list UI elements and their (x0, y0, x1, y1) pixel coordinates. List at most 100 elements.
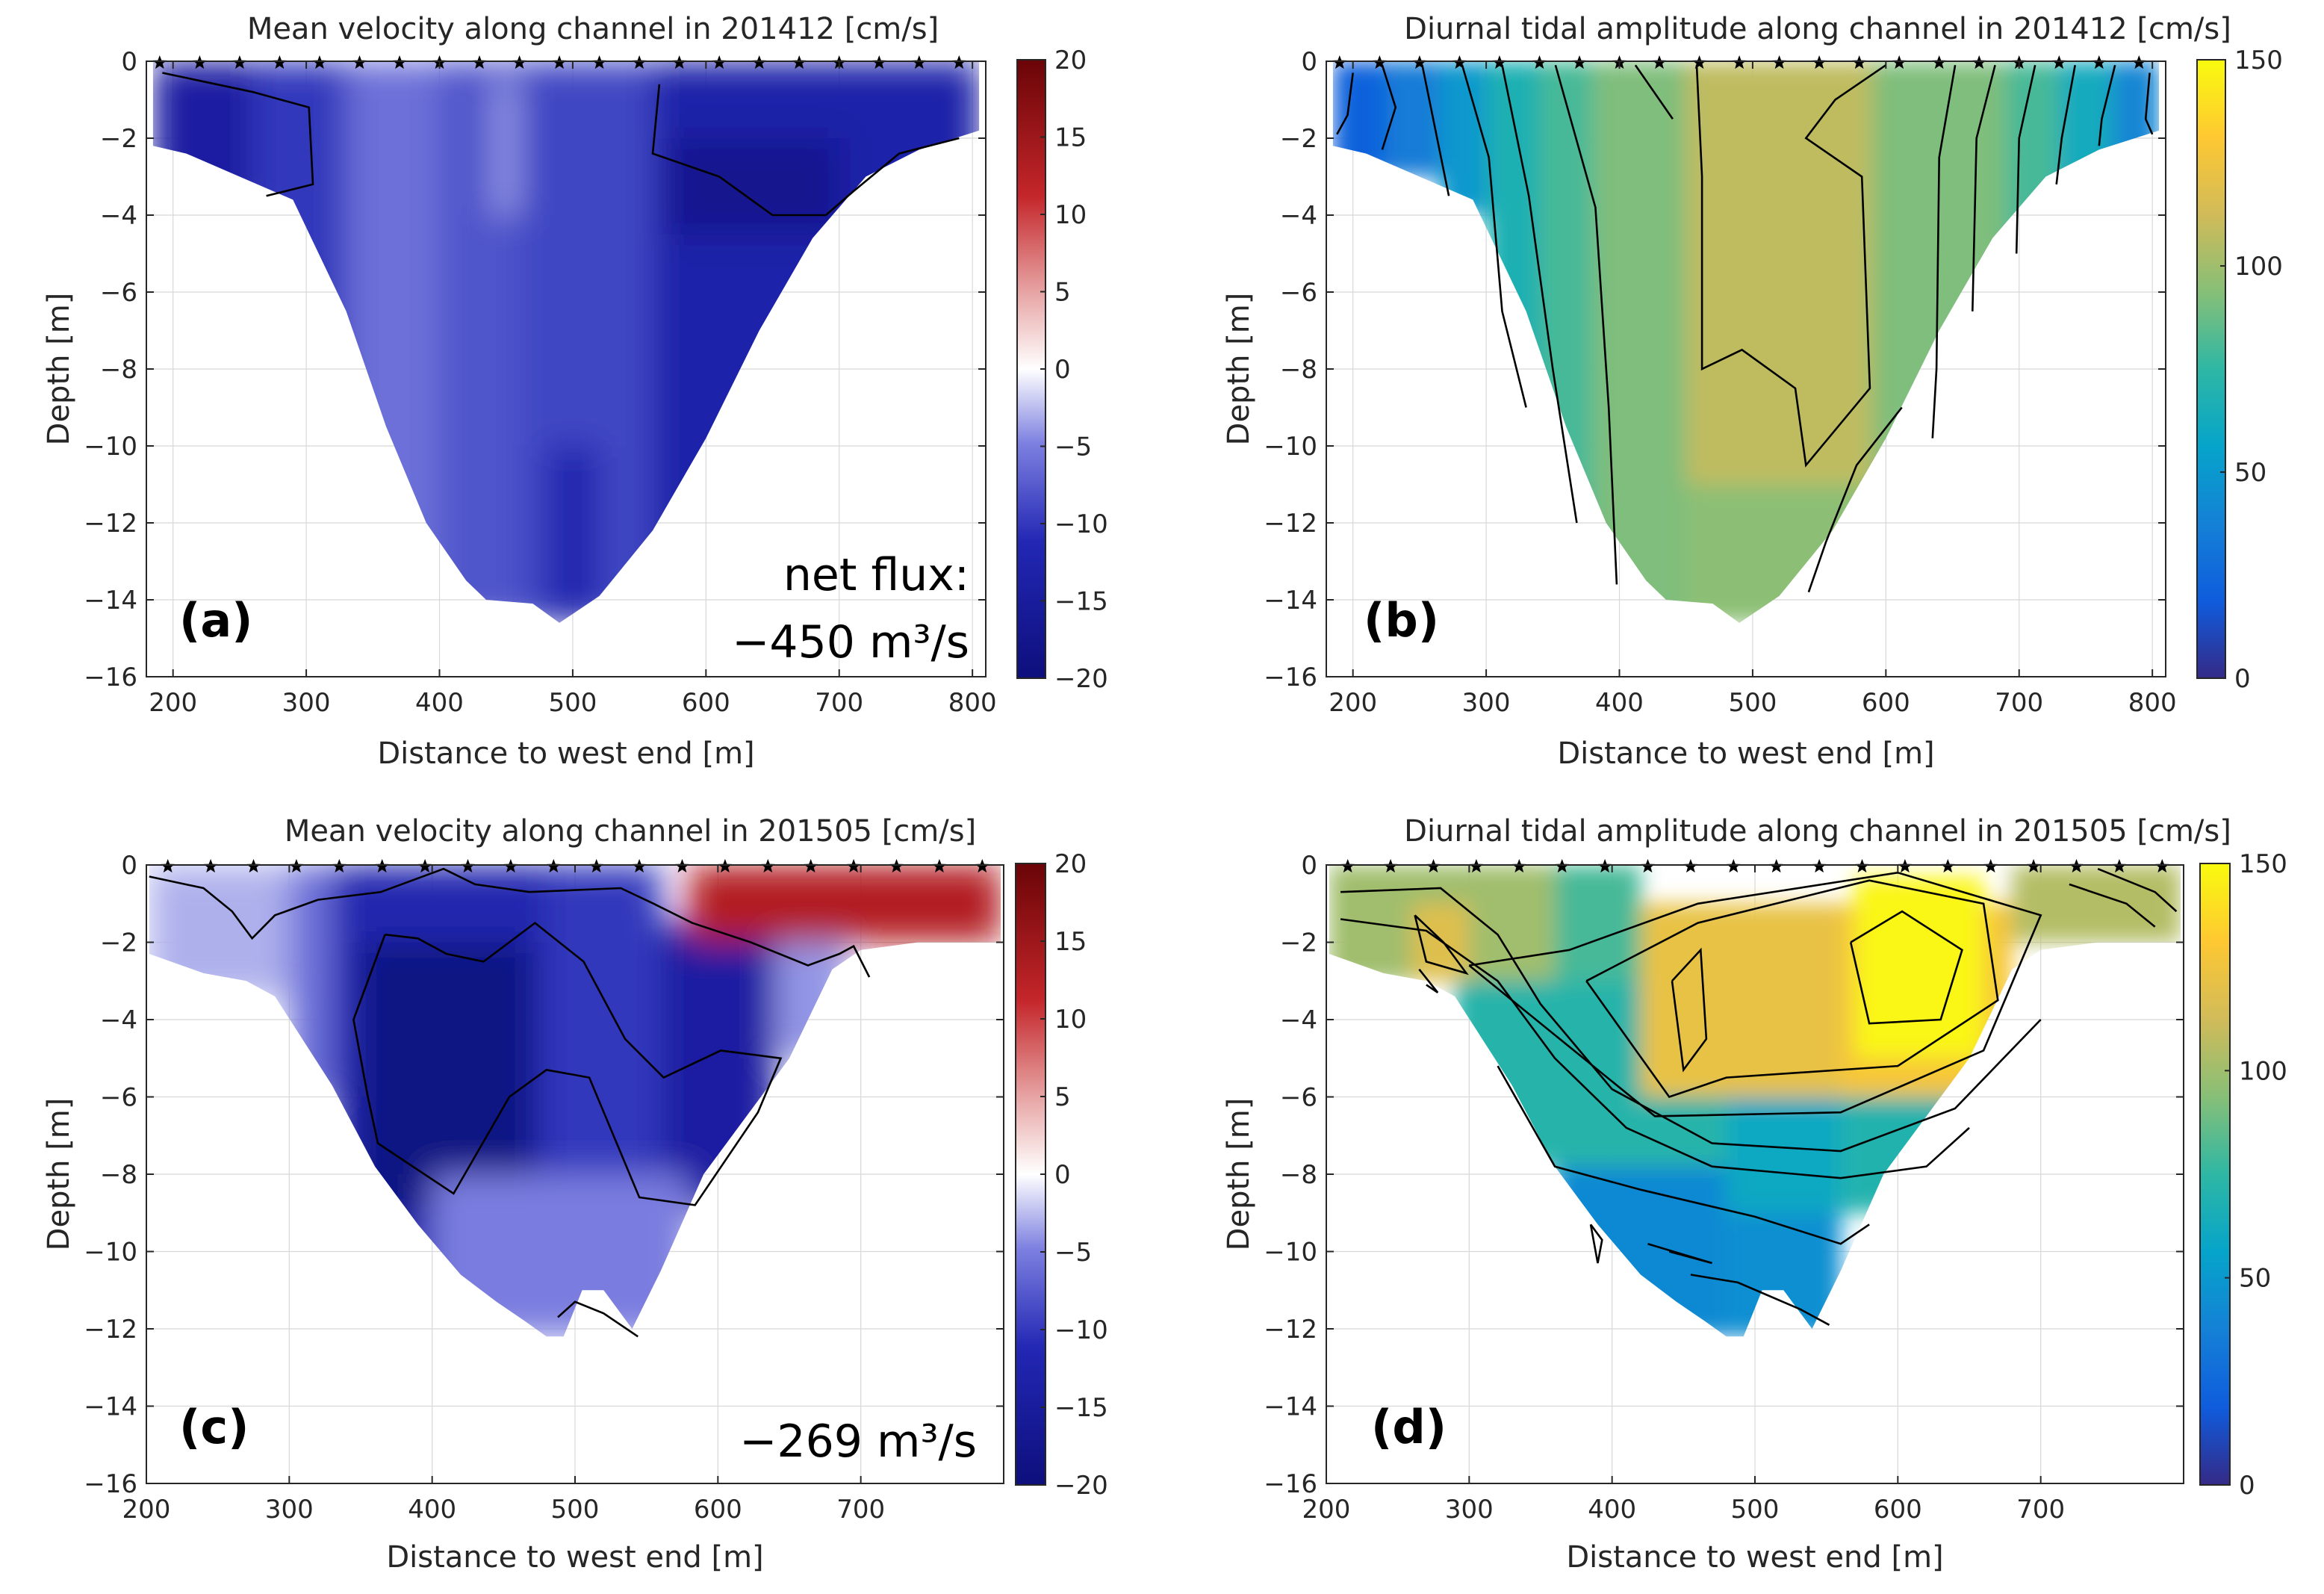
panel-d-colorbar (2199, 863, 2231, 1486)
station-marker (912, 55, 927, 69)
panel-c-field (149, 865, 1001, 1337)
colorbar-tick-label: −5 (1054, 1238, 1092, 1268)
station-marker (760, 859, 775, 873)
y-tick-label: −8 (1280, 1160, 1317, 1190)
panel-a-contours (162, 72, 960, 217)
x-tick-label: 300 (282, 688, 331, 718)
colorbar-tick-label: 0 (2234, 664, 2251, 694)
panel-d-contours (1340, 867, 2178, 1326)
contour-line (1690, 1274, 1830, 1326)
field-cell (149, 865, 290, 996)
contour-line (2097, 867, 2178, 913)
station-marker (1641, 859, 1655, 873)
colorbar-tick-label: 0 (1054, 1160, 1071, 1190)
field-cell (152, 61, 253, 215)
field-cell (252, 61, 347, 623)
panel-a-label: (a) (179, 593, 253, 648)
colorbar-tick-label: −10 (1054, 509, 1108, 539)
panel-c-label: (c) (179, 1400, 249, 1454)
contour-line (1461, 64, 1527, 408)
y-tick-label: −12 (84, 1315, 137, 1345)
station-marker (1555, 859, 1570, 873)
station-marker (392, 55, 407, 69)
x-tick-label: 300 (1445, 1495, 1494, 1525)
x-tick-label: 400 (1588, 1495, 1636, 1525)
contour-line (1468, 871, 2042, 1117)
station-marker (1652, 55, 1667, 69)
station-marker (672, 55, 687, 69)
y-tick-label: −2 (100, 124, 137, 154)
panel-c-xlabel: Distance to west end [m] (386, 1540, 763, 1575)
y-tick-label: −16 (1264, 1469, 1317, 1499)
station-marker (192, 55, 207, 69)
contour-line (162, 72, 314, 197)
panel-c-ticks: 200 300 400 500 600 700 0 −2 −4 −6 −8 −10 −12 −14 −16 (84, 851, 1004, 1525)
station-marker (1332, 55, 1347, 69)
field-cell (1872, 61, 2006, 623)
x-tick-label: 200 (149, 688, 197, 718)
y-tick-label: −4 (1280, 201, 1317, 231)
station-marker (472, 55, 487, 69)
panel-d-amplitude-201505: Diurnal tidal amplitude along channel in… (1222, 814, 2287, 1575)
panel-a-velocity-201412: Mean velocity along channel in 201412 [c… (42, 12, 1108, 771)
station-marker (161, 859, 175, 873)
station-marker (1812, 55, 1827, 69)
colorbar-tick-label: −5 (1054, 432, 1092, 462)
x-tick-label: 500 (1731, 1495, 1780, 1525)
y-tick-label: −14 (1264, 586, 1317, 615)
y-tick-label: 0 (1301, 47, 1317, 77)
station-marker (718, 859, 733, 873)
panel-c-contours (149, 867, 871, 1338)
contour-line (2069, 883, 2156, 928)
colorbar-tick-label: 0 (2239, 1471, 2255, 1501)
panel-a-title: Mean velocity along channel in 201412 [c… (247, 12, 939, 46)
station-marker (1492, 55, 1507, 69)
x-tick-label: 200 (1302, 1495, 1351, 1525)
y-tick-label: −10 (1264, 432, 1317, 462)
field-cell (346, 61, 440, 623)
y-tick-label: 0 (121, 851, 137, 881)
panel-c-velocity-201505: Mean velocity along channel in 201505 [c… (42, 814, 1108, 1575)
station-marker (2092, 55, 2107, 69)
contour-line (149, 867, 871, 978)
y-tick-label: −12 (1264, 1315, 1317, 1345)
station-marker (312, 55, 327, 69)
field-cell (2005, 61, 2060, 623)
contour-line (1414, 914, 1469, 976)
x-tick-label: 300 (1462, 688, 1511, 718)
contour-line (1585, 879, 1999, 1099)
colorbar-tick-label: 150 (2239, 849, 2287, 879)
station-marker (1340, 859, 1355, 873)
station-marker (589, 859, 604, 873)
station-marker (712, 55, 727, 69)
panel-b-contours (1336, 64, 2154, 593)
x-tick-label: 700 (836, 1495, 885, 1525)
contour-line (1931, 64, 1957, 438)
station-marker (632, 55, 647, 69)
contour-line (1849, 910, 1963, 1025)
station-marker (2051, 55, 2066, 69)
station-marker (2069, 859, 2084, 873)
x-tick-label: 400 (415, 688, 464, 718)
x-tick-label: 500 (1728, 688, 1777, 718)
y-tick-label: −6 (100, 1083, 137, 1113)
colorbar-tick-label: 50 (2234, 458, 2266, 488)
y-tick-label: −16 (1264, 663, 1317, 692)
station-marker (2026, 859, 2041, 873)
contour-line (2015, 64, 2036, 254)
station-marker (675, 859, 689, 873)
contour-line (1554, 64, 1618, 585)
panel-c-title: Mean velocity along channel in 201505 [c… (285, 814, 976, 849)
field-cell (2012, 865, 2181, 943)
station-marker (1692, 55, 1707, 69)
y-tick-label: −6 (100, 278, 137, 308)
field-cell (1726, 1097, 1841, 1213)
y-tick-label: −8 (1280, 355, 1317, 385)
panel-b-amplitude-201412: Diurnal tidal amplitude along channel in… (1222, 12, 2283, 771)
field-cell (1840, 1097, 2013, 1213)
field-cell (1854, 876, 1984, 1058)
station-marker (932, 859, 947, 873)
station-marker (872, 55, 886, 69)
contour-line (2098, 64, 2116, 146)
contour-line (1336, 72, 1354, 135)
